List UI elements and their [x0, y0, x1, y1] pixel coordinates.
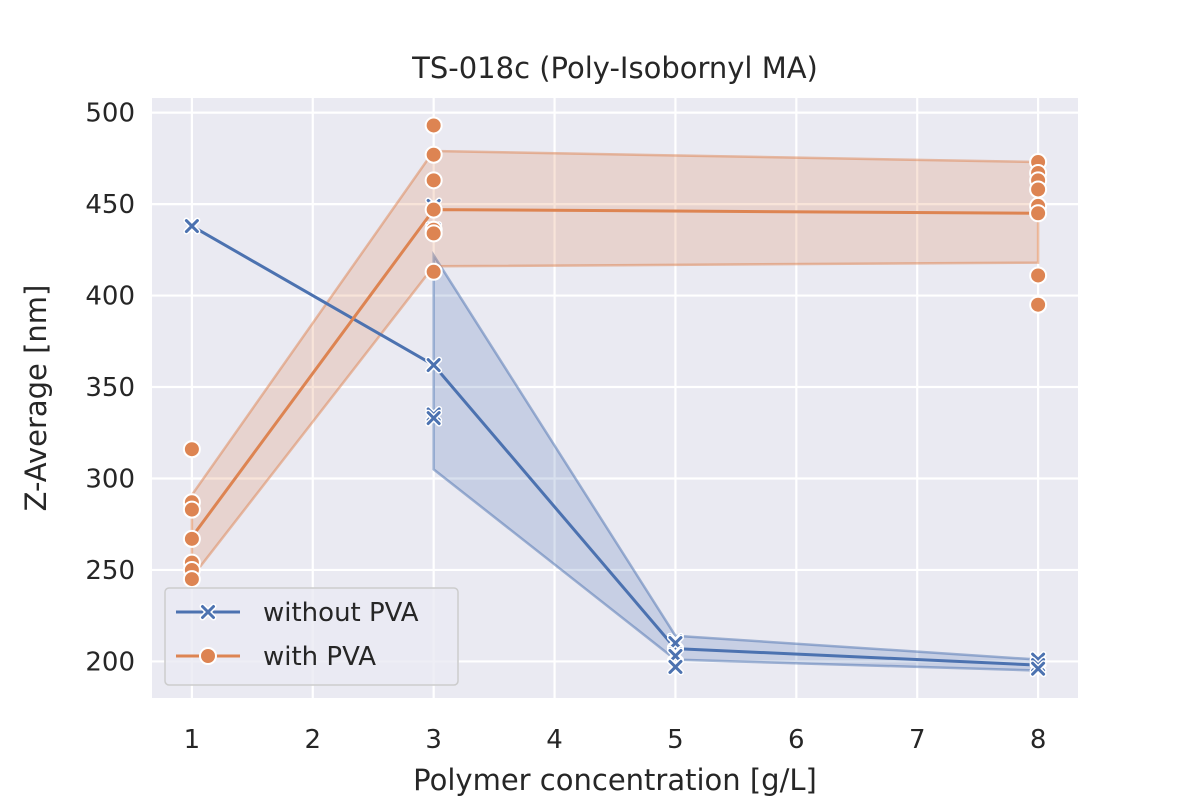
- data-point-series-1: [1029, 660, 1047, 678]
- x-axis-ticks: 1 2 3 4 5 6 7 8: [184, 725, 1047, 755]
- legend-marker: [199, 647, 217, 665]
- data-point-series-1: [425, 356, 443, 374]
- data-point-series-2: [424, 171, 443, 190]
- series-points: [182, 116, 1048, 678]
- data-point-series-1: [425, 409, 443, 427]
- legend: without PVA with PVA: [164, 587, 459, 686]
- data-point-series-2: [182, 500, 201, 519]
- data-point-series-2: [1029, 180, 1048, 199]
- data-point-series-2: [182, 529, 201, 548]
- mean-line-series-1: [191, 224, 1039, 667]
- y-axis-label: Z-Average [nm]: [19, 285, 53, 512]
- x-tick-label: 4: [546, 725, 563, 755]
- data-point-series-2: [182, 570, 201, 589]
- data-point-series-2: [424, 262, 443, 281]
- x-axis-label: Polymer concentration [g/L]: [413, 763, 817, 797]
- y-tick-label: 350: [85, 373, 135, 403]
- data-point-series-2: [424, 200, 443, 219]
- data-point-series-2: [1029, 295, 1048, 314]
- legend-entry-2: with PVA: [176, 642, 376, 672]
- legend-marker: [199, 603, 217, 621]
- data-point-series-1: [183, 217, 201, 235]
- x-tick-label: 6: [788, 725, 805, 755]
- x-tick-label: 5: [667, 725, 684, 755]
- y-tick-label: 450: [85, 190, 135, 220]
- data-point-series-2: [1029, 266, 1048, 285]
- y-axis-ticks: 200 250 300 350 400 450 500: [85, 99, 135, 678]
- y-tick-label: 250: [85, 556, 135, 586]
- x-tick-label: 7: [909, 725, 926, 755]
- data-point-series-2: [182, 440, 201, 459]
- legend-entries: without PVA with PVA: [176, 598, 419, 672]
- chart-title: TS-018c (Poly-Isobornyl MA): [411, 51, 818, 85]
- gridlines: [152, 98, 1078, 698]
- x-tick-label: 1: [184, 725, 201, 755]
- y-tick-label: 300: [85, 464, 135, 494]
- data-point-series-1: [666, 658, 684, 676]
- legend-entry-1: without PVA: [176, 598, 419, 628]
- y-tick-label: 400: [85, 282, 135, 312]
- legend-label: without PVA: [263, 598, 419, 628]
- x-tick-label: 8: [1030, 725, 1047, 755]
- data-point-series-2: [424, 145, 443, 164]
- x-tick-label: 2: [305, 725, 322, 755]
- legend-label: with PVA: [263, 642, 376, 672]
- y-tick-label: 200: [85, 647, 135, 677]
- x-tick-label: 3: [425, 725, 442, 755]
- data-point-series-2: [424, 224, 443, 243]
- data-point-series-2: [1029, 204, 1048, 223]
- y-tick-label: 500: [85, 99, 135, 129]
- data-point-series-2: [424, 116, 443, 135]
